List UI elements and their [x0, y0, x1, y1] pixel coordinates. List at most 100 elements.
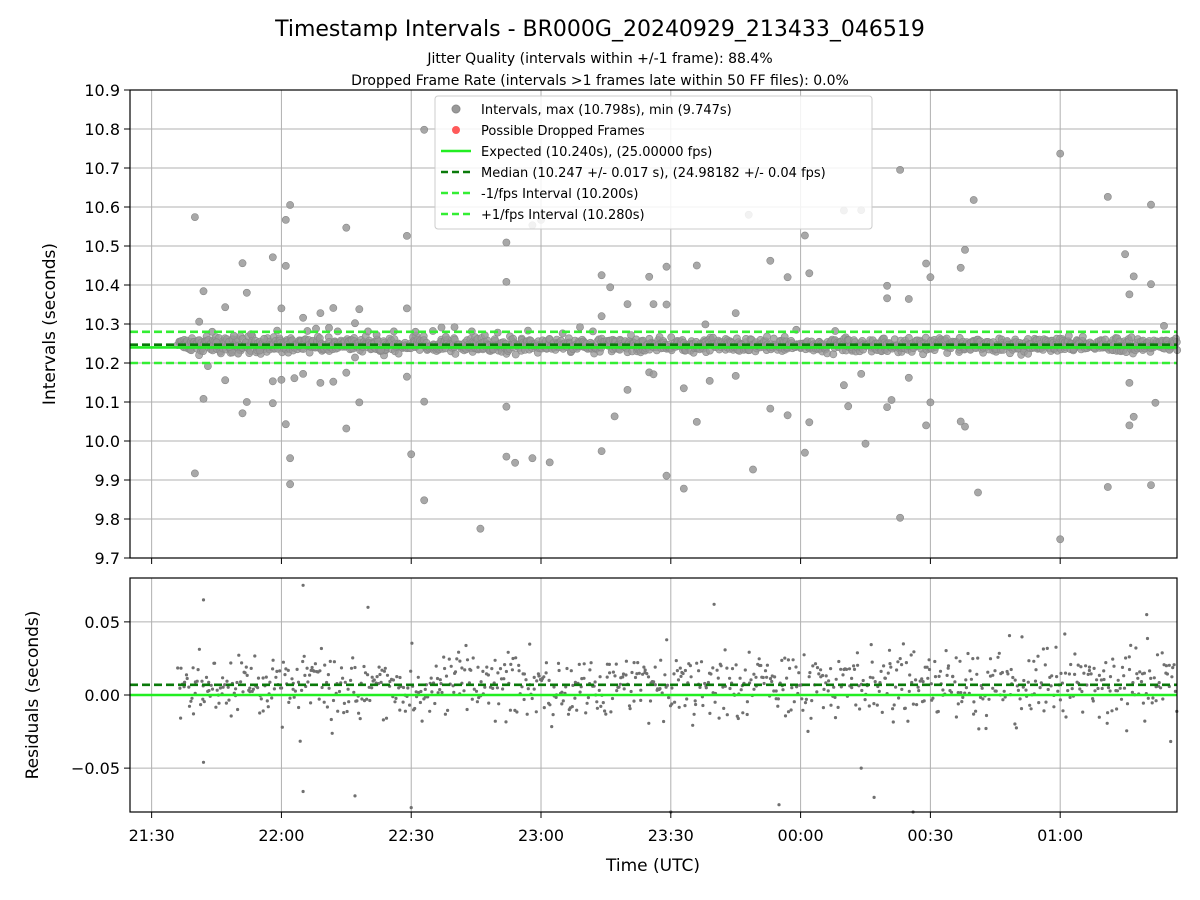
residual-point — [1043, 663, 1047, 667]
residual-point — [1171, 666, 1175, 670]
residual-point — [946, 666, 950, 670]
interval-point — [199, 394, 208, 403]
residual-point — [1154, 699, 1158, 703]
residual-point — [398, 675, 402, 680]
residual-point — [632, 699, 636, 703]
residual-point — [217, 701, 221, 705]
residual-point — [1055, 675, 1059, 679]
residual-point — [1036, 654, 1040, 658]
interval-point — [840, 381, 848, 390]
residual-point — [284, 667, 288, 671]
interval-point — [783, 411, 792, 420]
interval-point — [286, 480, 294, 489]
interval-point — [883, 403, 891, 411]
residual-point — [202, 700, 206, 704]
interval-point — [896, 513, 904, 522]
residual-point — [1124, 656, 1128, 660]
residual-point — [483, 685, 487, 689]
residual-point — [378, 672, 382, 677]
residual-point — [355, 699, 359, 703]
residual-point — [941, 688, 945, 692]
residual-point — [1097, 673, 1101, 678]
residual-point — [1115, 707, 1119, 711]
residual-point — [817, 672, 821, 676]
residual-point — [898, 657, 902, 661]
residual-point — [443, 712, 447, 716]
residual-point — [550, 725, 554, 729]
interval-point — [662, 300, 671, 309]
residual-point — [1024, 688, 1028, 692]
bottom-y-axis-label: Residuals (seconds) — [23, 611, 43, 780]
residual-point — [249, 666, 253, 671]
interval-point — [351, 353, 359, 362]
residual-point — [508, 708, 512, 712]
residual-point — [213, 661, 217, 665]
residual-point — [179, 666, 183, 670]
residual-point — [524, 678, 528, 682]
residual-point — [323, 663, 327, 667]
bottom-x-tick-label: 21:30 — [129, 826, 175, 845]
residual-point — [491, 686, 495, 691]
residual-point — [791, 658, 795, 662]
residual-point — [897, 696, 901, 700]
residual-point — [981, 697, 985, 701]
residual-point — [670, 686, 674, 690]
residual-point — [522, 672, 527, 676]
residual-point — [235, 680, 239, 685]
residual-point — [713, 700, 717, 704]
residual-point — [868, 675, 872, 679]
residual-point — [286, 668, 290, 673]
residual-point — [1139, 680, 1144, 684]
residual-point — [674, 659, 678, 663]
residual-point — [532, 687, 536, 691]
interval-point — [234, 349, 243, 358]
residual-point — [1046, 687, 1050, 692]
residual-point — [813, 662, 818, 666]
residual-point — [598, 675, 602, 679]
residual-point — [582, 662, 586, 666]
residual-point — [611, 670, 616, 674]
residual-point — [658, 687, 662, 691]
residual-point — [326, 673, 330, 677]
residual-point — [922, 699, 926, 703]
residual-point — [833, 695, 837, 700]
interval-point — [342, 223, 351, 232]
residual-point — [497, 702, 501, 706]
residual-point — [1045, 646, 1049, 651]
residual-point — [201, 697, 205, 701]
residual-point — [697, 669, 701, 673]
residual-point — [1007, 634, 1012, 638]
bottom-y-ticks: 0.05 0.00 −0.05 — [71, 613, 130, 778]
residual-point — [683, 668, 688, 673]
residual-point — [394, 696, 398, 701]
residual-point — [1169, 739, 1173, 744]
residual-point — [971, 657, 975, 661]
residual-point — [815, 690, 819, 694]
residual-point — [1044, 700, 1048, 704]
residual-point — [490, 667, 494, 671]
interval-point — [961, 422, 969, 431]
residual-point — [670, 702, 674, 706]
residual-point — [266, 705, 270, 709]
bottom-y-tick-label: −0.05 — [71, 759, 120, 778]
residual-point — [639, 698, 643, 703]
residual-point — [280, 686, 284, 690]
residual-point — [274, 675, 278, 679]
residual-point — [810, 699, 814, 703]
interval-point — [667, 333, 676, 342]
residual-point — [717, 716, 721, 720]
residual-point — [493, 719, 497, 723]
residual-point — [894, 685, 898, 689]
residual-point — [780, 658, 784, 663]
residual-point — [1050, 674, 1054, 678]
residual-point — [804, 697, 809, 702]
residual-point — [920, 677, 924, 681]
residual-point — [187, 685, 191, 689]
residual-point — [223, 683, 227, 687]
residual-point — [253, 654, 257, 658]
residual-point — [725, 713, 729, 717]
residual-point — [850, 686, 854, 690]
residual-point — [525, 712, 529, 716]
residual-point — [877, 689, 881, 694]
residual-point — [1087, 668, 1091, 673]
